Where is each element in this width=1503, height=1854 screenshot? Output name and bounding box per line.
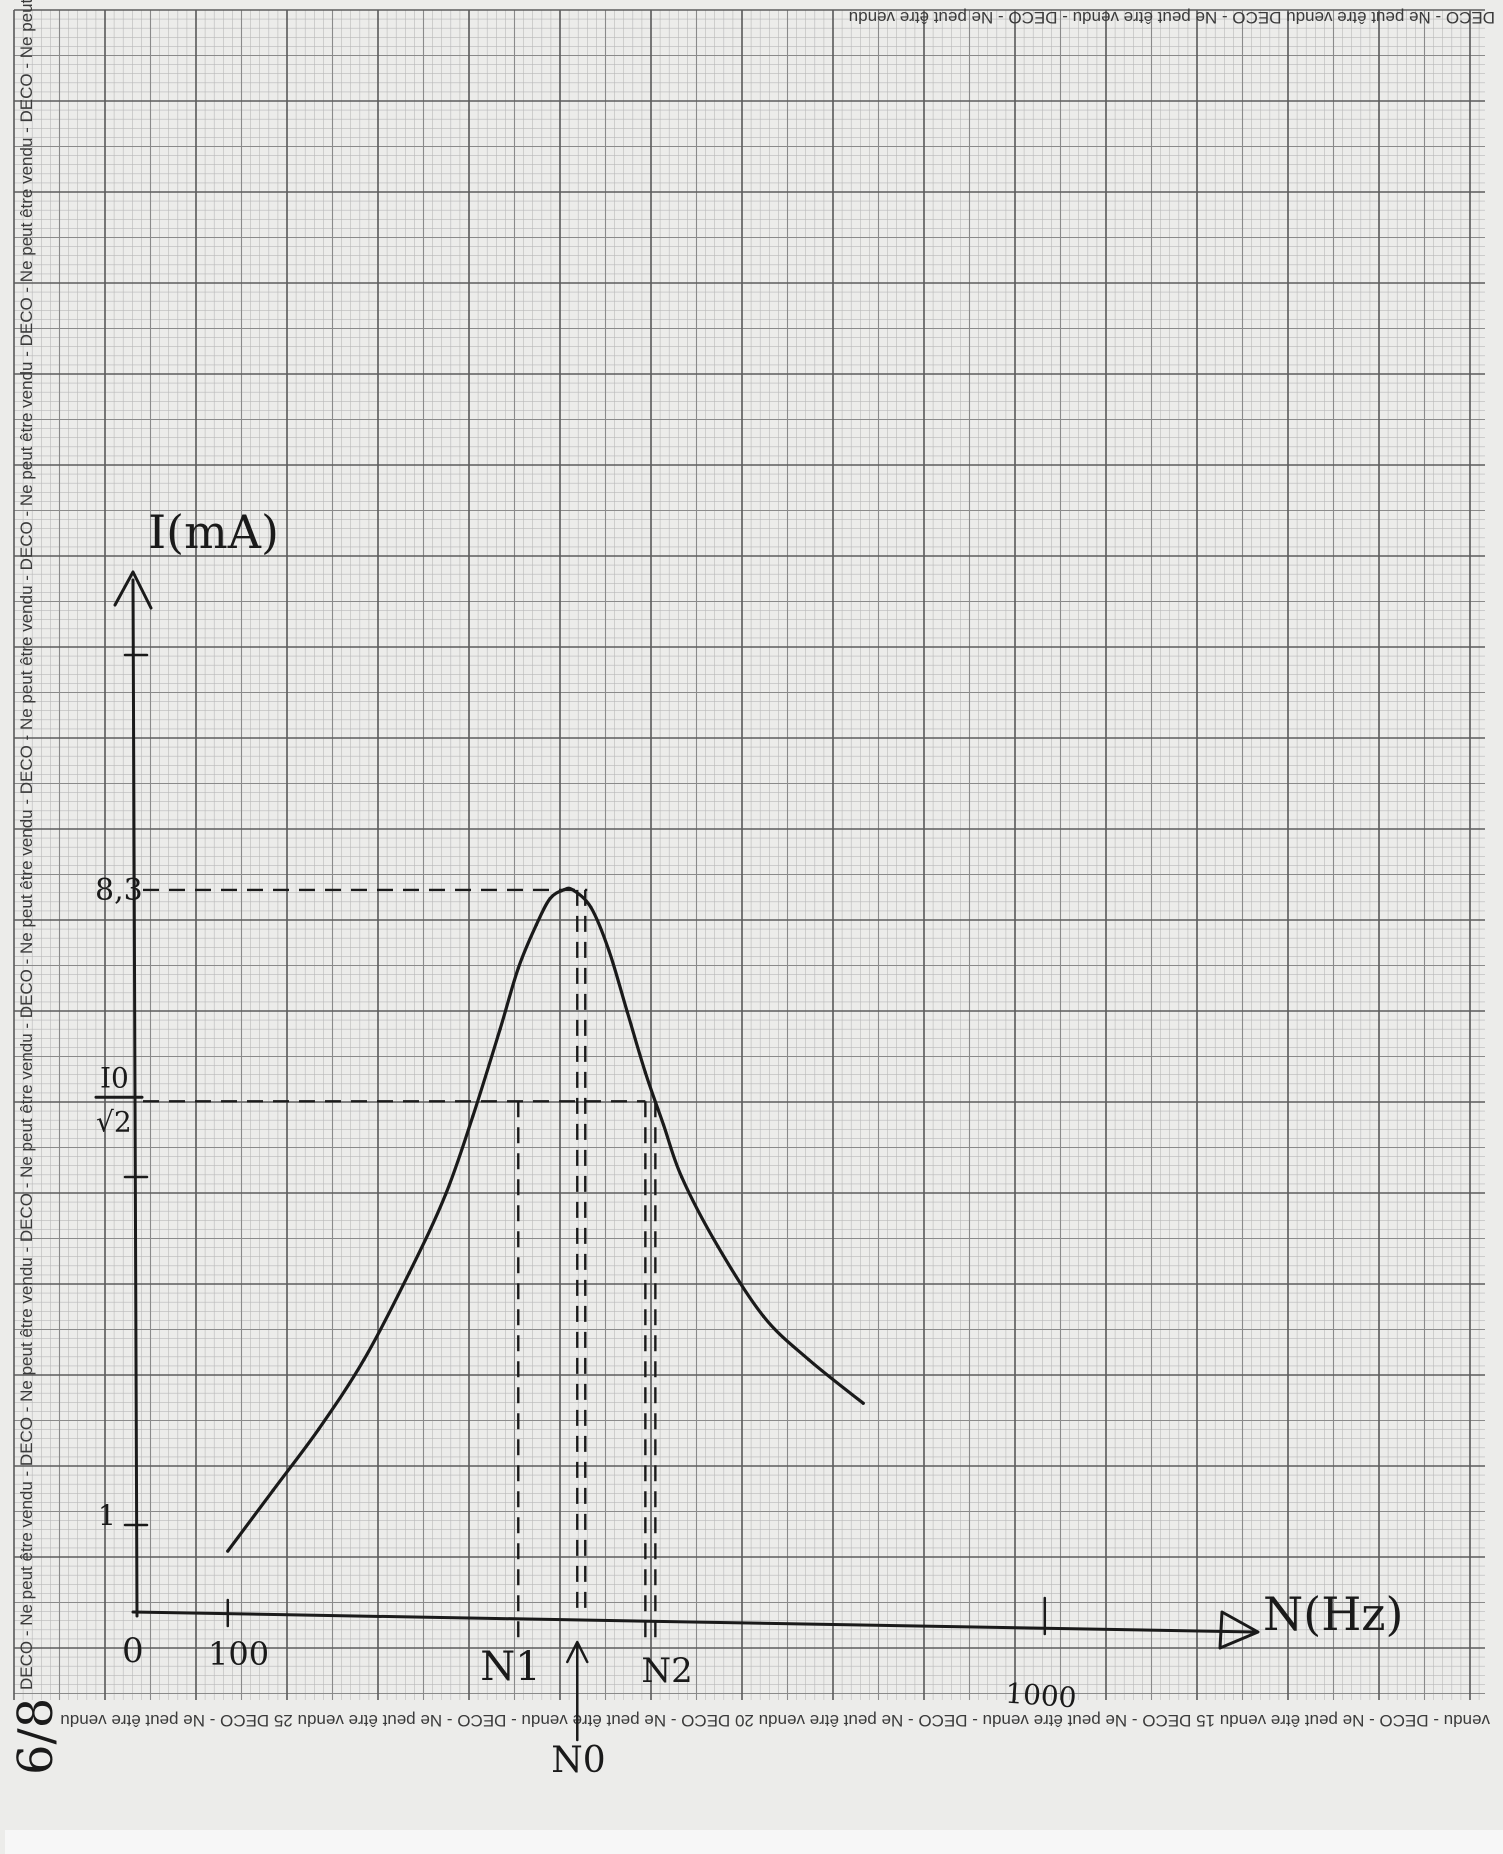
curve-point-13 bbox=[589, 905, 593, 909]
curve-point-16 bbox=[643, 1071, 647, 1075]
x-tick-label-1000: 1000 bbox=[1004, 1677, 1077, 1715]
curve-point-14 bbox=[607, 949, 611, 953]
x-axis-label: N(Hz) bbox=[1263, 1587, 1404, 1641]
curve-point-4 bbox=[407, 1271, 411, 1275]
curve-point-8 bbox=[516, 966, 520, 970]
curve-point-2 bbox=[316, 1427, 321, 1431]
half-power-label-denominator: √2 bbox=[96, 1105, 132, 1138]
curve-point-1 bbox=[271, 1488, 275, 1492]
table-edge bbox=[5, 1830, 1503, 1854]
y-axis-arrow bbox=[113, 570, 153, 610]
x-axis bbox=[131, 1610, 1257, 1634]
x-tick-label-100: 100 bbox=[208, 1635, 269, 1673]
n0-arrow bbox=[566, 1640, 589, 1742]
curve-point-17 bbox=[661, 1123, 666, 1127]
n2-label: N2 bbox=[641, 1651, 692, 1691]
half-power-label-numerator: I0 bbox=[100, 1061, 129, 1094]
curve-point-3 bbox=[362, 1358, 366, 1362]
curve-point-20 bbox=[761, 1314, 765, 1318]
y-tick-label-1: 1 bbox=[98, 1499, 116, 1532]
n0-label: N0 bbox=[551, 1740, 605, 1781]
curve-point-18 bbox=[680, 1175, 684, 1179]
curve-point-21 bbox=[807, 1358, 811, 1362]
curve-point-10 bbox=[548, 897, 552, 901]
ticks bbox=[123, 653, 1047, 1636]
curve-point-5 bbox=[444, 1192, 448, 1196]
curve-point-22 bbox=[861, 1401, 865, 1405]
curve-point-7 bbox=[498, 1027, 502, 1031]
n1-label: N1 bbox=[480, 1644, 540, 1690]
curve-point-11 bbox=[562, 888, 566, 892]
grid-major bbox=[13, 9, 1485, 1700]
top-margin-text: DECO - Ne peut être vendu DECO - Ne peut… bbox=[849, 8, 1495, 27]
resonance-curve bbox=[226, 886, 865, 1553]
curve-point-19 bbox=[716, 1245, 720, 1249]
left-margin-text: DECO - Ne peut être vendu - DECO - Ne pe… bbox=[17, 0, 36, 1690]
y-axis-label: I(mA) bbox=[148, 505, 279, 559]
page-number: 6/8 bbox=[8, 1698, 64, 1775]
curve-point-12 bbox=[571, 888, 575, 892]
guide-lines bbox=[143, 888, 657, 1642]
curve-point-15 bbox=[625, 1010, 629, 1014]
x-tick-label-0: 0 bbox=[122, 1631, 144, 1671]
curve-point-6 bbox=[471, 1114, 475, 1118]
curve-point-0 bbox=[226, 1549, 230, 1553]
x-axis-arrow bbox=[1218, 1610, 1260, 1650]
curve-point-9 bbox=[534, 923, 539, 927]
peak-value-label: 8,3 bbox=[95, 873, 143, 908]
bottom-margin-text: vendu - DECO - Ne peut être vendu 15 DEC… bbox=[60, 1711, 1490, 1730]
